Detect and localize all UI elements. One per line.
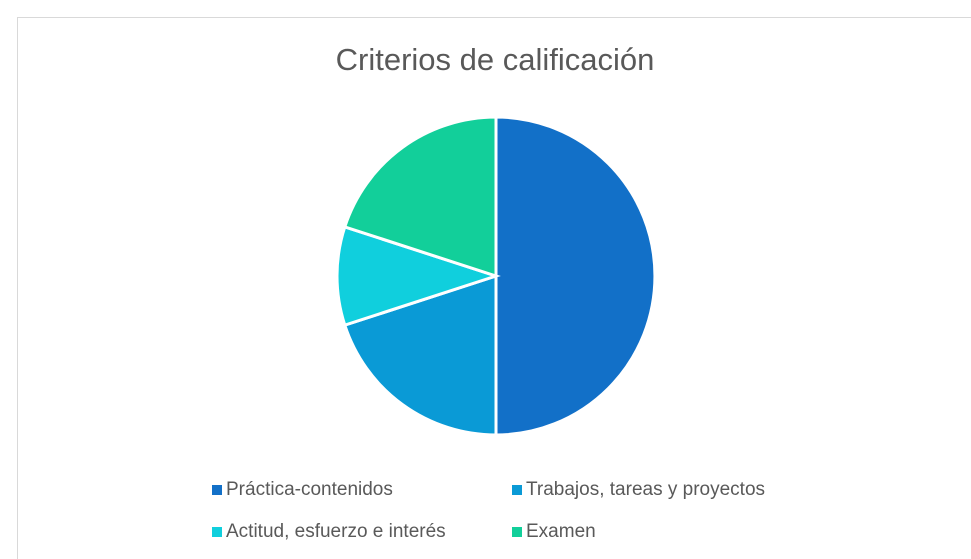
pie-slice — [342, 115, 498, 279]
legend-marker — [212, 485, 222, 495]
pie-slice — [342, 273, 498, 437]
legend-text: Examen — [526, 521, 596, 542]
legend-text: Práctica-contenidos — [226, 479, 393, 500]
legend-marker — [212, 527, 222, 537]
chart-title: Criterios de calificación — [336, 42, 655, 77]
legend-marker — [512, 485, 522, 495]
pie-slice — [494, 115, 657, 437]
legend-text: Actitud, esfuerzo e interés — [226, 521, 446, 542]
pie-slice — [335, 224, 501, 328]
legend-marker — [512, 527, 522, 537]
legend-text: Trabajos, tareas y proyectos — [526, 479, 765, 500]
